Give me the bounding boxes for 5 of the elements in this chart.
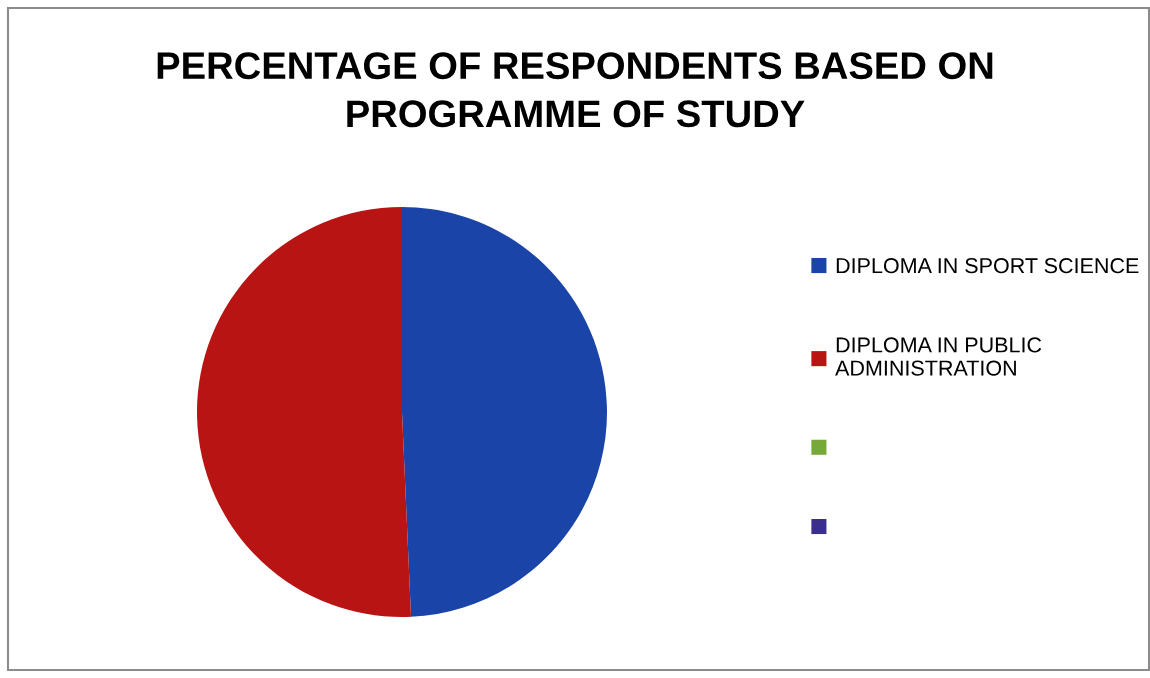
pie-slice: [402, 207, 607, 617]
legend-label: DIPLOMA IN PUBLIC ADMINISTRATION: [835, 337, 1042, 376]
pie-slice: [197, 207, 412, 617]
chart-title: PERCENTAGE OF RESPONDENTS BASED ON PROGRAMME OF STUDY: [157, 52, 993, 128]
legend-label: DIPLOMA IN SPORT SCIENCE: [836, 258, 1139, 274]
